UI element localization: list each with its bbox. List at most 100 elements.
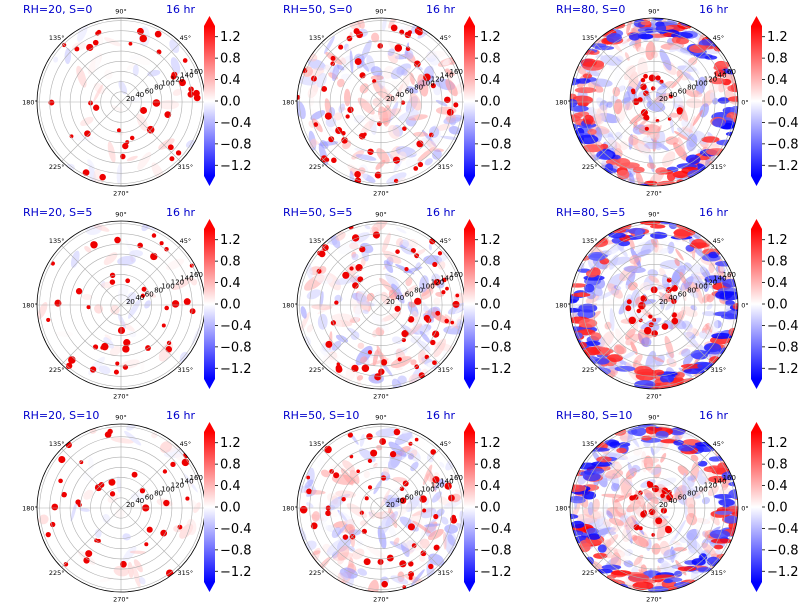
colorbar-tick-label: 1.2 xyxy=(480,233,501,248)
cell xyxy=(374,171,382,179)
field-patch xyxy=(616,284,630,291)
colorbar-tick-label: 0.4 xyxy=(220,73,241,88)
edge-patch xyxy=(587,251,607,261)
cell xyxy=(650,86,656,91)
field-patch xyxy=(356,375,364,381)
cell xyxy=(321,244,329,252)
cell xyxy=(402,126,407,131)
field-patch xyxy=(646,463,654,474)
field-patch xyxy=(53,56,59,63)
radial-tick-label: 100 xyxy=(161,283,174,291)
field-patch xyxy=(392,53,400,61)
field-patch xyxy=(172,88,183,96)
field-patch xyxy=(166,258,185,270)
colorbar-extend-max xyxy=(204,422,215,432)
field-patch xyxy=(360,356,368,364)
cell xyxy=(117,326,126,335)
cell xyxy=(435,310,441,316)
colorbar-tick-label: 0.8 xyxy=(480,255,501,270)
field-patch xyxy=(362,309,369,314)
radial-tick-label: 100 xyxy=(161,80,174,88)
field-patch xyxy=(117,313,126,329)
cell xyxy=(167,144,174,151)
radial-tick-label: 60 xyxy=(145,493,154,501)
field-patch xyxy=(359,83,369,94)
cell xyxy=(651,485,660,493)
field-patch xyxy=(323,63,334,73)
radial-tick-label: 20 xyxy=(659,95,668,103)
edge-patch xyxy=(611,570,632,576)
field-patch xyxy=(440,516,449,525)
colorbar-tick-label: 0.8 xyxy=(767,52,788,67)
edge-patch xyxy=(587,128,597,135)
edge-patch xyxy=(585,269,598,278)
cell xyxy=(68,356,76,364)
field-patch xyxy=(37,302,48,320)
cell xyxy=(444,318,449,324)
cell xyxy=(318,250,326,258)
field-patch xyxy=(675,248,684,261)
colorbar-tick-label: 0.4 xyxy=(767,73,788,88)
angular-gridline xyxy=(653,101,714,162)
cell xyxy=(430,83,436,89)
edge-patch xyxy=(570,520,585,529)
cell xyxy=(321,86,328,92)
angular-gridline xyxy=(653,42,714,103)
edge-patch xyxy=(713,544,724,550)
cell xyxy=(668,94,673,99)
cell xyxy=(359,72,366,79)
cell xyxy=(351,234,360,242)
cell xyxy=(450,517,455,522)
field-patch xyxy=(361,39,372,60)
field-patch xyxy=(327,496,345,511)
edge-patch xyxy=(614,365,636,372)
angle-tick-label: 45° xyxy=(440,237,452,245)
cell xyxy=(667,117,672,121)
edge-patch xyxy=(635,371,657,381)
radial-tick-label: 20 xyxy=(126,501,135,509)
colorbar-extend-min xyxy=(464,582,475,592)
cell xyxy=(625,305,632,312)
angle-tick-label: 90° xyxy=(115,414,127,422)
edge-patch xyxy=(675,37,689,45)
colorbar-extend-max xyxy=(204,16,215,26)
cell xyxy=(413,166,419,171)
field-patch xyxy=(632,535,649,547)
cell xyxy=(399,497,407,504)
angle-tick-label: 135° xyxy=(582,237,598,245)
field-patch xyxy=(673,142,688,161)
edge-patch xyxy=(708,475,727,483)
edge-patch xyxy=(673,229,696,237)
field-patch xyxy=(299,311,311,333)
angle-tick-label: 135° xyxy=(309,440,325,448)
field-patch xyxy=(372,349,379,367)
cell xyxy=(164,246,169,252)
cell xyxy=(640,83,647,91)
colorbar-tick-label: −1.2 xyxy=(480,159,512,174)
field-patch xyxy=(379,488,391,510)
angular-gridline xyxy=(321,245,382,306)
field-patch xyxy=(608,250,618,255)
field-patch xyxy=(425,139,437,149)
field-patch xyxy=(342,460,355,473)
angle-tick-label: 45° xyxy=(713,237,725,245)
radial-tick-label: 20 xyxy=(659,298,668,306)
field-patch xyxy=(338,511,356,528)
angle-tick-label: 90° xyxy=(375,8,387,16)
field-patch xyxy=(401,239,423,249)
radial-tick-label: 80 xyxy=(414,489,423,497)
angle-tick-label: 45° xyxy=(180,34,192,42)
cell xyxy=(306,475,311,480)
field-patch xyxy=(366,545,386,559)
colorbar-tick-label: 1.2 xyxy=(220,436,241,451)
angle-tick-label: 180° xyxy=(555,505,571,513)
field-patch xyxy=(124,430,142,446)
field-patch xyxy=(644,141,662,150)
field-patch xyxy=(595,54,603,58)
field-patch xyxy=(380,311,402,322)
field-patch xyxy=(417,97,438,113)
cell xyxy=(404,266,409,272)
cell xyxy=(374,373,382,381)
colorbar-gradient xyxy=(464,26,475,176)
angular-gridline xyxy=(594,101,655,162)
